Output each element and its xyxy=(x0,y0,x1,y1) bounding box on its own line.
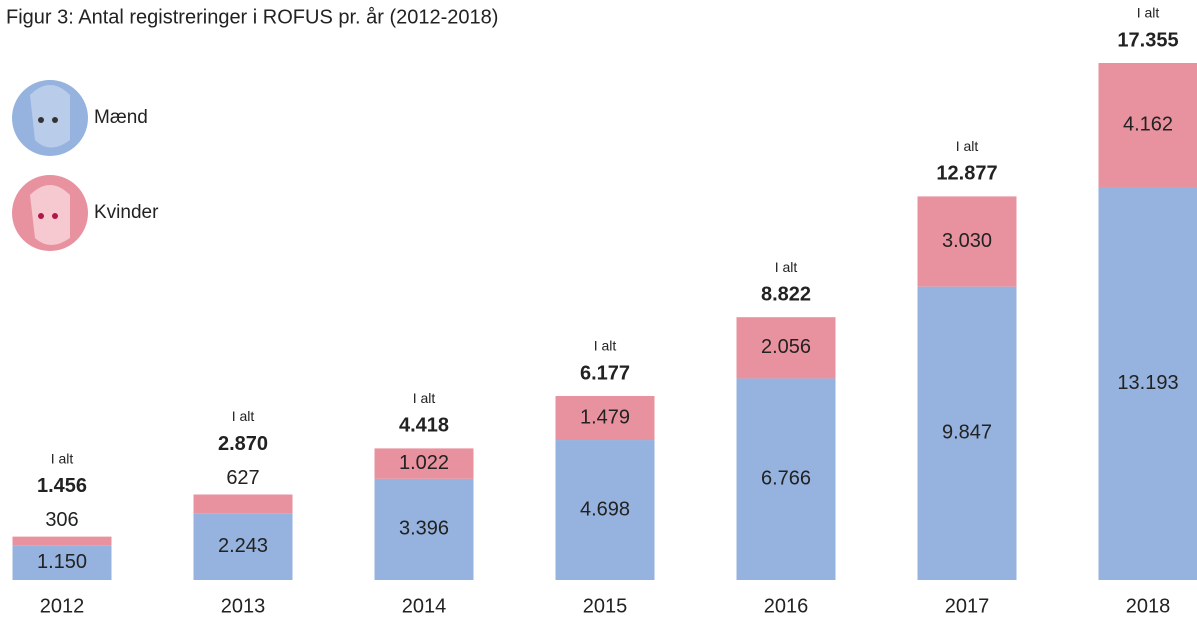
value-label: 1.150 xyxy=(37,551,87,573)
bar-segment xyxy=(13,537,112,546)
total-label: 2.870 xyxy=(218,433,268,455)
value-label: 2.056 xyxy=(761,336,811,358)
legend: Mænd Kvinder xyxy=(12,80,159,251)
eye xyxy=(52,213,58,219)
legend-label: Mænd xyxy=(94,107,148,128)
total-label: 12.877 xyxy=(936,163,997,185)
total-caption: I alt xyxy=(413,390,436,406)
value-label: 627 xyxy=(226,467,259,489)
value-label: 6.766 xyxy=(761,468,811,490)
value-label: 9.847 xyxy=(942,422,992,444)
total-caption: I alt xyxy=(51,450,74,466)
legend-label: Kvinder xyxy=(94,202,159,223)
value-label: 1.479 xyxy=(580,406,630,428)
value-label: 3.030 xyxy=(942,230,992,252)
total-label: 17.355 xyxy=(1117,29,1178,51)
page: Figur 3: Antal registreringer i ROFUS pr… xyxy=(0,0,1197,622)
value-label: 4.698 xyxy=(580,498,630,520)
x-tick-label: 2014 xyxy=(402,595,447,617)
value-label: 2.243 xyxy=(218,535,268,557)
x-tick-label: 2016 xyxy=(764,595,809,617)
value-label: 1.022 xyxy=(399,452,449,474)
total-caption: I alt xyxy=(956,138,979,154)
value-label: 4.162 xyxy=(1123,113,1173,135)
total-label: 1.456 xyxy=(37,475,87,497)
total-caption: I alt xyxy=(775,259,798,275)
value-label: 306 xyxy=(45,509,78,531)
x-tick-label: 2015 xyxy=(583,595,628,617)
total-caption: I alt xyxy=(232,408,255,424)
x-tick-label: 2018 xyxy=(1126,595,1171,617)
eye xyxy=(38,213,44,219)
chart: Figur 3: Antal registreringer i ROFUS pr… xyxy=(0,0,1197,622)
total-caption: I alt xyxy=(1137,5,1160,21)
x-tick-label: 2017 xyxy=(945,595,990,617)
total-label: 6.177 xyxy=(580,362,630,384)
eye xyxy=(38,117,44,123)
total-label: 8.822 xyxy=(761,283,811,305)
total-caption: I alt xyxy=(594,338,617,354)
value-label: 3.396 xyxy=(399,518,449,540)
value-label: 13.193 xyxy=(1117,372,1178,394)
x-tick-label: 2012 xyxy=(40,595,85,617)
face xyxy=(30,185,70,245)
total-label: 4.418 xyxy=(399,415,449,437)
chart-title: Figur 3: Antal registreringer i ROFUS pr… xyxy=(6,6,498,28)
bar-segment xyxy=(194,495,293,514)
face xyxy=(30,85,70,148)
eye xyxy=(52,117,58,123)
x-tick-label: 2013 xyxy=(221,595,266,617)
